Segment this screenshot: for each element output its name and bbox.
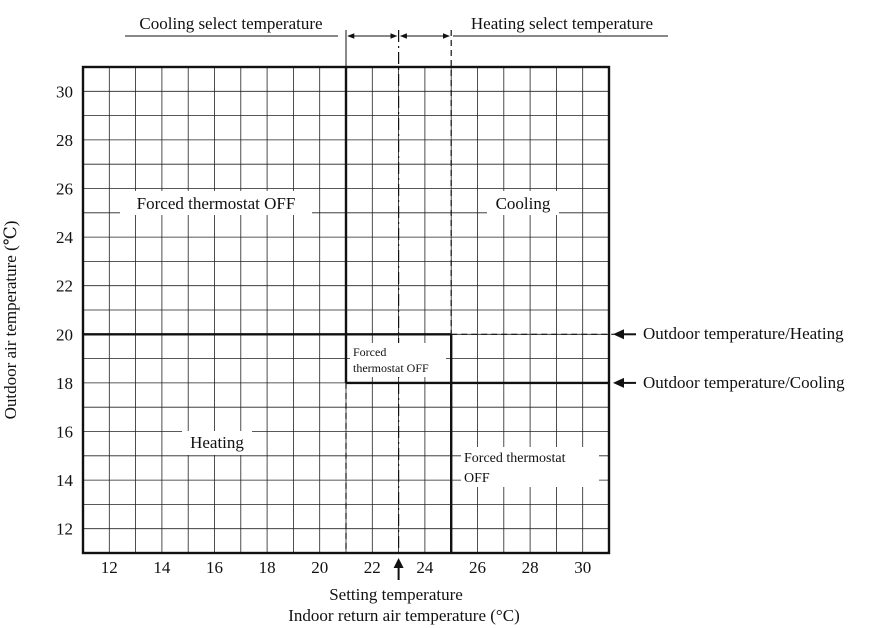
region-label-forced-off-bottom-right: Forced thermostat OFF	[461, 447, 599, 487]
right-callout-arrows	[613, 329, 636, 388]
y-tick-label: 18	[56, 374, 73, 393]
heating-select-label: Heating select temperature	[471, 14, 653, 33]
cooling-select-label: Cooling select temperature	[139, 14, 322, 33]
svg-text:Heating: Heating	[190, 433, 244, 452]
region-boundaries	[83, 30, 620, 553]
y-tick-label: 20	[56, 325, 73, 344]
y-tick-label: 28	[56, 131, 73, 150]
y-tick-label: 12	[56, 520, 73, 539]
setting-arrow-head	[393, 558, 404, 568]
svg-text:Forced: Forced	[353, 345, 386, 359]
x-tick-label: 14	[153, 558, 171, 577]
svg-text:Cooling: Cooling	[496, 194, 551, 213]
svg-text:thermostat OFF: thermostat OFF	[353, 361, 429, 375]
y-tick-label: 30	[56, 82, 73, 101]
y-tick-label: 16	[56, 423, 73, 442]
callout-outdoor-cooling: Outdoor temperature/Cooling	[643, 373, 845, 392]
x-tick-label: 24	[416, 558, 434, 577]
region-label-forced-off-top-left: Forced thermostat OFF	[120, 191, 312, 215]
y-tick-label: 26	[56, 180, 73, 199]
x-tick-label: 26	[469, 558, 486, 577]
y-tick-label: 22	[56, 277, 73, 296]
x-axis-tick-labels: 12 14 16 18 20 22 24 26 28 30	[101, 558, 591, 577]
x-tick-label: 28	[522, 558, 539, 577]
callout-outdoor-heating: Outdoor temperature/Heating	[643, 324, 844, 343]
svg-text:Forced thermostat OFF: Forced thermostat OFF	[137, 194, 296, 213]
y-tick-label: 14	[56, 471, 74, 490]
heating-callout-arrow	[613, 329, 636, 340]
x-axis-title: Indoor return air temperature (°C)	[288, 606, 519, 625]
x-tick-label: 12	[101, 558, 118, 577]
x-tick-label: 18	[259, 558, 276, 577]
region-label-heating: Heating	[182, 431, 252, 455]
region-label-cooling: Cooling	[487, 191, 559, 215]
region-label-forced-off-center: Forced thermostat OFF	[350, 343, 446, 377]
callout-arrow-head	[613, 329, 624, 340]
y-axis-tick-labels: 12 14 16 18 20 22 24 26 28 30	[56, 82, 74, 538]
y-axis-title: Outdoor air temperature (℃)	[1, 221, 20, 420]
setting-temperature-label: Setting temperature	[329, 585, 463, 604]
x-tick-label: 20	[311, 558, 328, 577]
callout-arrow-head	[613, 377, 624, 388]
x-tick-label: 22	[364, 558, 381, 577]
x-tick-label: 16	[206, 558, 223, 577]
svg-text:OFF: OFF	[464, 471, 490, 486]
y-tick-label: 24	[56, 228, 74, 247]
svg-text:Forced thermostat: Forced thermostat	[464, 451, 566, 466]
x-tick-label: 30	[574, 558, 591, 577]
setting-temperature-arrow	[393, 558, 404, 580]
cooling-callout-arrow	[613, 377, 636, 388]
